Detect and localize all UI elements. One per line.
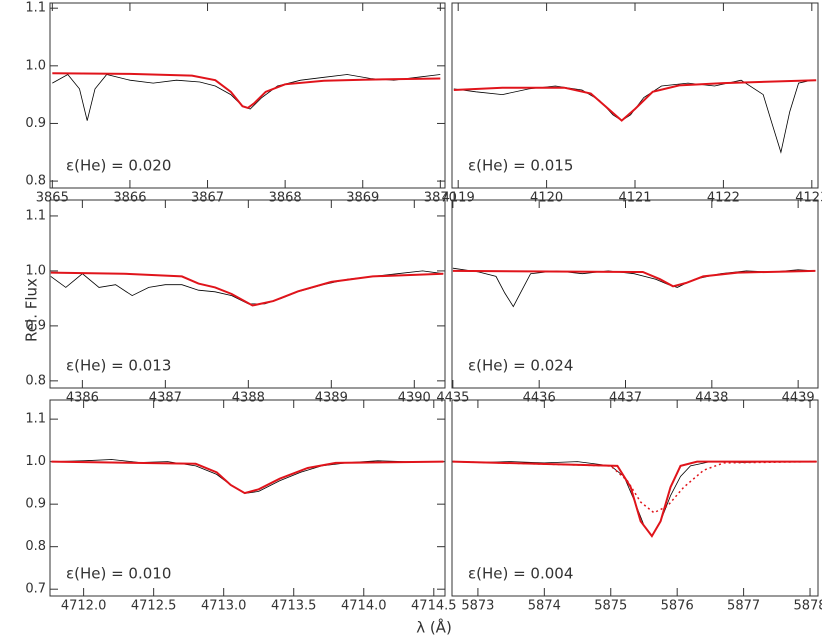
x-tick-label: 4389 (315, 391, 348, 406)
y-tick-label: 0.9 (25, 318, 46, 333)
x-tick-label: 3868 (269, 191, 302, 206)
x-tick-label: 4386 (66, 391, 99, 406)
x-tick-label: 3867 (191, 191, 224, 206)
y-tick-label: 0.9 (25, 497, 46, 512)
panel-frame (49, 399, 446, 597)
y-tick-label: 1.1 (25, 208, 46, 223)
annotation: ε(He) = 0.024 (468, 357, 573, 375)
panel-frame (451, 199, 819, 389)
x-tick-label: 3866 (113, 191, 146, 206)
spectrum-line (452, 267, 816, 308)
spectrum-line (452, 460, 817, 538)
panel-frame (49, 199, 446, 389)
y-tick-label: 1.0 (25, 454, 46, 469)
spectrum-line (52, 72, 441, 110)
annotation: ε(He) = 0.004 (468, 565, 573, 583)
x-tick-label: 4714.0 (341, 599, 387, 614)
panel-frame (451, 2, 819, 189)
spectrum-line (452, 269, 816, 288)
x-tick-label: 5878 (793, 599, 822, 614)
y-tick-label: 0.8 (25, 174, 46, 189)
annotation: ε(He) = 0.013 (66, 357, 171, 375)
spectrum-line (453, 79, 812, 154)
x-tick-label: 4713.0 (201, 599, 247, 614)
y-tick-label: 0.7 (25, 582, 46, 597)
y-tick-label: 1.1 (25, 412, 46, 427)
y-tick-label: 1.0 (25, 58, 46, 73)
y-tick-label: 0.8 (25, 373, 46, 388)
y-tick-label: 0.8 (25, 539, 46, 554)
annotation: ε(He) = 0.010 (66, 565, 171, 583)
y-tick-label: 0.9 (25, 116, 46, 131)
x-tick-label: 3869 (346, 191, 379, 206)
annotation: ε(He) = 0.015 (468, 157, 573, 175)
x-tick-label: 5873 (461, 599, 494, 614)
x-tick-label: 4712.5 (131, 599, 177, 614)
x-axis-label: λ (Å) (416, 618, 452, 637)
x-tick-label: 4438 (695, 391, 728, 406)
x-tick-label: 4390 (398, 391, 431, 406)
x-tick-label: 5875 (594, 599, 627, 614)
x-tick-label: 4122 (707, 191, 740, 206)
x-tick-label: 4436 (523, 391, 556, 406)
x-tick-label: 5877 (727, 599, 760, 614)
x-tick-label: 5874 (528, 599, 561, 614)
spectrum-line (52, 73, 441, 121)
spectrum-line (50, 271, 444, 307)
panel-frame (49, 2, 446, 189)
x-tick-label: 5876 (661, 599, 694, 614)
x-tick-label: 4712.0 (61, 599, 107, 614)
x-tick-label: 3870 (424, 191, 457, 206)
y-tick-label: 1.1 (25, 1, 46, 16)
x-tick-label: 4435 (436, 391, 469, 406)
x-tick-label: 4119 (442, 191, 475, 206)
annotation: ε(He) = 0.020 (66, 157, 171, 175)
x-tick-label: 4714.5 (411, 599, 457, 614)
spectrum-line (51, 459, 444, 494)
x-tick-label: 4439 (782, 391, 815, 406)
x-tick-label: 4120 (530, 191, 563, 206)
x-tick-label: 4123 (795, 191, 822, 206)
panel-frame (451, 399, 819, 597)
spectrum-line (452, 460, 817, 514)
y-axis-label: Rel. Flux (23, 278, 41, 342)
x-tick-label: 4713.5 (271, 599, 317, 614)
x-tick-label: 4387 (149, 391, 182, 406)
x-tick-label: 3865 (36, 191, 69, 206)
x-tick-label: 4121 (618, 191, 651, 206)
x-tick-label: 4437 (609, 391, 642, 406)
spectrum-line (453, 79, 817, 122)
y-tick-label: 1.0 (25, 263, 46, 278)
x-tick-label: 4388 (232, 391, 265, 406)
spectrum-line (51, 460, 444, 495)
